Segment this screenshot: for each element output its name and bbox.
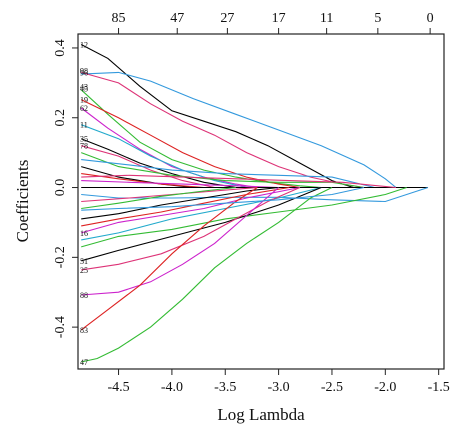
series-line	[81, 186, 365, 211]
y-axis: -0.4 -0.2 0.0 0.2 0.4	[53, 39, 78, 338]
top-axis: 85 47 27 17 11 5 0	[112, 11, 434, 34]
y-tick-label: 0.4	[53, 39, 68, 57]
inline-label: 51	[80, 257, 88, 266]
series-line	[81, 186, 301, 271]
x-axis: -4.5 -4.0 -3.5 -3.0 -2.5 -2.0 -1.5	[107, 369, 450, 395]
series-line	[81, 186, 290, 227]
series-line	[81, 186, 322, 241]
x-tick-label: -2.5	[321, 380, 343, 395]
inline-label: 11	[80, 121, 88, 130]
series-line	[80, 44, 354, 189]
x-tick-label: -1.5	[428, 380, 450, 395]
inline-label: 78	[80, 142, 88, 151]
top-tick-label: 17	[272, 11, 286, 26]
x-tick-label: -3.0	[268, 380, 290, 395]
series-line	[81, 71, 397, 188]
series-line	[81, 145, 215, 189]
top-tick-label: 27	[220, 11, 234, 26]
y-tick-label: 0.2	[53, 109, 68, 127]
top-tick-label: 47	[170, 11, 184, 26]
inline-label: 19	[80, 96, 88, 105]
series-line	[81, 186, 258, 203]
series-line	[81, 187, 279, 296]
series-line	[80, 89, 322, 189]
series-line	[81, 180, 279, 189]
series-line	[81, 186, 301, 234]
inline-label: 12	[80, 40, 88, 49]
series-line	[81, 186, 236, 210]
x-tick-label: -4.0	[161, 380, 183, 395]
y-tick-label: 0.0	[53, 179, 68, 197]
series-line	[80, 99, 300, 189]
y-tick-label: -0.2	[53, 246, 68, 268]
plot-frame	[77, 33, 445, 370]
series-line	[80, 187, 258, 331]
series-line	[81, 159, 375, 189]
series-line	[81, 186, 322, 262]
inline-label: 47	[80, 358, 88, 367]
series-line	[81, 186, 407, 248]
inline-label: 43	[80, 82, 88, 91]
inline-label: 98	[80, 67, 88, 76]
top-tick-label: 85	[112, 11, 126, 26]
y-axis-title: Coefficients	[13, 160, 32, 243]
series-line	[80, 107, 258, 189]
series-line	[81, 124, 247, 189]
x-tick-label: -4.5	[107, 380, 129, 395]
top-tick-label: 11	[320, 11, 333, 26]
y-tick-label: -0.4	[53, 316, 68, 338]
inline-label: 96	[80, 68, 88, 77]
x-axis-title: Log Lambda	[217, 405, 305, 424]
inline-label: 16	[80, 229, 88, 238]
top-tick-label: 0	[427, 11, 434, 26]
inline-label: 45	[80, 84, 88, 93]
series-line	[81, 174, 397, 189]
x-tick-label: -3.5	[214, 380, 236, 395]
inline-label: 83	[80, 326, 88, 335]
inline-label: 35	[80, 135, 88, 144]
series-layer	[80, 44, 429, 363]
inline-label: 62	[80, 104, 88, 113]
x-tick-label: -2.0	[374, 380, 396, 395]
series-line	[81, 71, 365, 189]
inline-label: 88	[80, 291, 88, 300]
series-line	[81, 187, 333, 363]
top-tick-label: 5	[374, 11, 381, 26]
inline-label: 25	[80, 266, 88, 275]
